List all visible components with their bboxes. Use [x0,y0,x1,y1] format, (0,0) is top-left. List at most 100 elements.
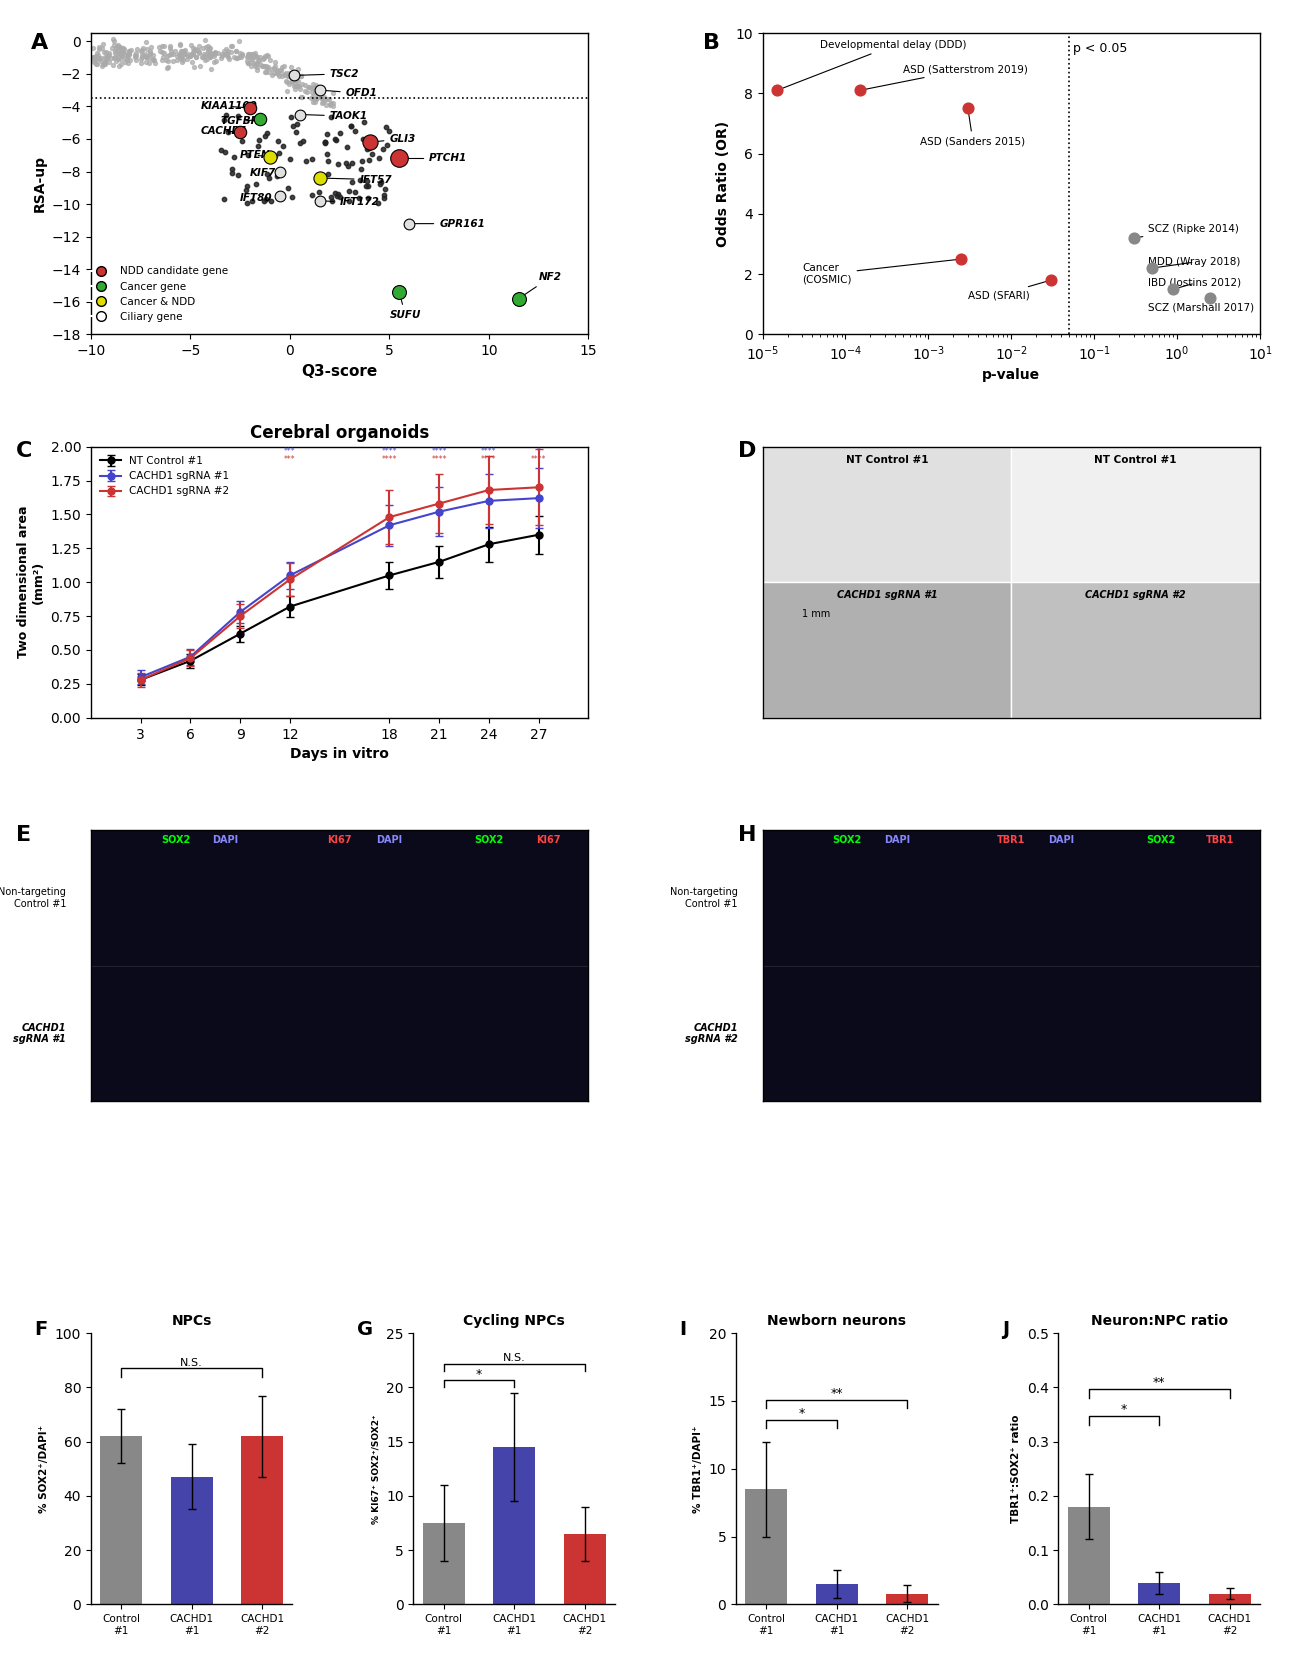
Point [240,45,261,71]
Text: N.S.: N.S. [503,1353,526,1363]
Point [286,73,307,99]
Point [242,46,262,73]
Point [303,83,323,109]
Point [117,43,138,69]
Point [1040,266,1061,293]
Y-axis label: % TBR1⁺/DAPI⁺: % TBR1⁺/DAPI⁺ [694,1426,703,1512]
Point [236,174,257,200]
Point [356,174,377,200]
Point [323,93,344,119]
Point [304,79,325,106]
Point [112,35,132,61]
Point [156,46,177,73]
Text: TGFBR2: TGFBR2 [221,116,266,126]
Point [317,141,338,167]
Point [336,134,357,160]
Point [170,38,191,65]
Point [318,160,339,187]
Point [283,112,304,139]
Point [277,68,297,94]
Text: TSC2: TSC2 [296,69,360,79]
Point [108,46,129,73]
Point [295,78,316,104]
Point [221,155,242,182]
Point [188,33,209,60]
Point [214,41,235,68]
Point [279,60,300,86]
Point [143,46,164,73]
Text: TBR1: TBR1 [998,835,1025,845]
Point [339,179,360,205]
Point [221,33,242,60]
Point [233,127,253,154]
Point [174,40,195,66]
Point [99,40,120,66]
Point [321,89,342,116]
Point [300,74,321,101]
Bar [1208,1593,1251,1604]
Point [256,121,277,147]
Point [109,35,130,61]
Bar [886,1593,929,1604]
Point [148,35,169,61]
Point [135,40,156,66]
Point [140,40,161,66]
Point [95,45,116,71]
Text: IFT80: IFT80 [240,192,281,202]
Point [244,45,265,71]
Point [84,46,105,73]
Point [114,50,135,76]
Point [230,119,251,146]
Point [316,91,336,117]
Point [177,46,197,73]
Point [252,53,273,79]
Point [99,41,120,68]
Point [284,71,305,98]
Point [277,78,297,104]
Point [287,73,308,99]
Point [183,35,204,61]
Point [88,33,109,60]
Point [957,96,978,122]
Point [130,46,151,73]
Point [266,58,287,84]
Point [113,38,134,65]
Point [156,55,177,81]
Point [297,73,318,99]
Point [304,88,325,114]
Text: Developmental delay (DDD): Developmental delay (DDD) [779,40,966,89]
Text: KI67: KI67 [536,835,561,845]
Point [173,38,194,65]
Point [325,126,346,152]
Point [113,38,134,65]
Point [226,38,247,65]
Point [136,35,157,61]
Point [268,58,288,84]
Bar [763,447,1012,582]
Point [136,30,157,56]
Point [261,61,282,88]
Point [275,68,296,94]
Point [290,101,310,127]
Point [132,41,153,68]
Point [223,45,244,71]
Point [318,86,339,112]
Point [90,48,110,74]
Point [107,40,127,66]
Point [317,121,338,147]
Point [157,48,178,74]
Y-axis label: TBR1⁺:SOX2⁺ ratio: TBR1⁺:SOX2⁺ ratio [1011,1414,1021,1523]
Point [283,60,304,86]
Point [271,58,292,84]
Point [330,119,351,146]
Point [118,38,139,65]
Point [249,45,270,71]
Point [144,50,165,76]
Point [301,146,322,172]
Point [279,63,300,89]
Text: SCZ (Ripke 2014): SCZ (Ripke 2014) [1137,223,1239,238]
Point [153,40,174,66]
Point [174,41,195,68]
Point [135,50,156,76]
Point [256,58,277,84]
